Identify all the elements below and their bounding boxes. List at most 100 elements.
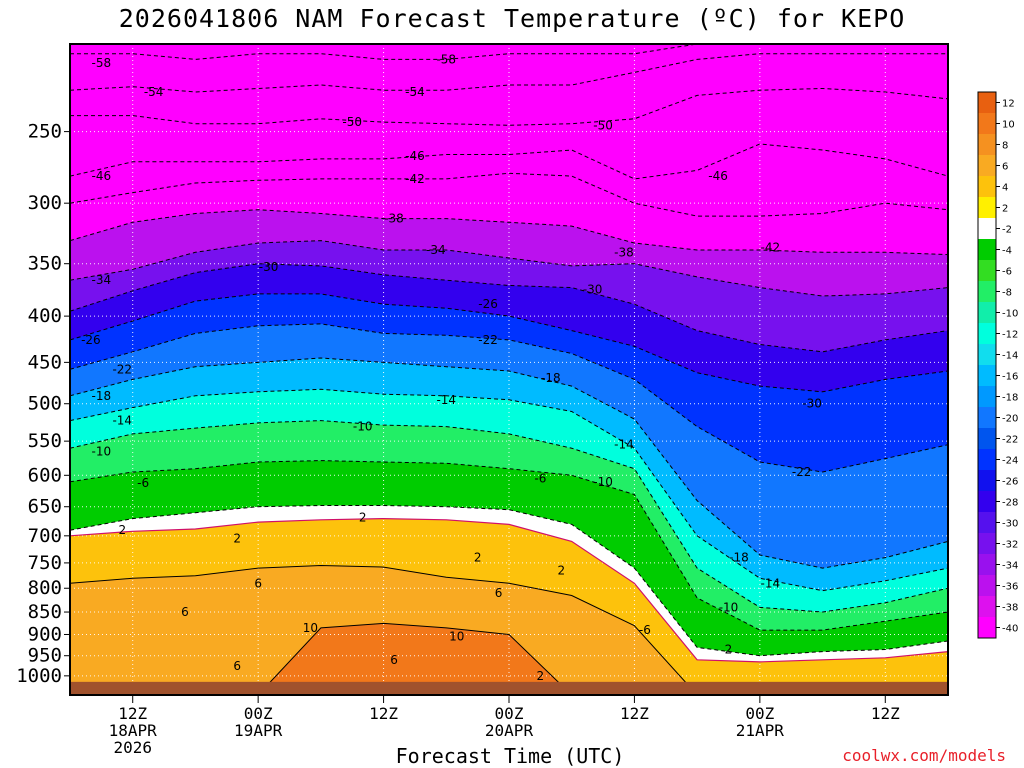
contour-label: -46: [708, 169, 728, 183]
x-tick-label: 00Z: [745, 704, 774, 723]
colorbar-label: -30: [1002, 519, 1018, 530]
y-tick-label: 1000: [16, 665, 62, 687]
contour-label: -54: [405, 85, 425, 99]
x-tick-label: 00Z: [495, 704, 524, 723]
x-tick-label: 19APR: [234, 721, 283, 740]
contour-label: -58: [436, 52, 456, 66]
colorbar-label: -2: [1002, 225, 1012, 236]
colorbar-swatch: [978, 449, 996, 470]
contour-label: 2: [725, 642, 733, 656]
colorbar-swatch: [978, 491, 996, 512]
contour-label: -42: [761, 241, 781, 255]
colorbar-swatch: [978, 323, 996, 344]
y-tick-label: 800: [28, 577, 62, 599]
colorbar-border: [977, 91, 997, 639]
contour-label: 6: [254, 576, 262, 590]
contour-label: -50: [342, 115, 362, 129]
colorbar-swatch: [978, 596, 996, 617]
contour-label: -30: [259, 260, 279, 274]
colorbar-swatch: [978, 428, 996, 449]
contour-label: 2: [233, 532, 241, 546]
contour-label: -14: [761, 576, 781, 590]
contour-label: -10: [719, 600, 739, 614]
contour-lines: [70, 44, 948, 695]
contour-label: -38: [384, 212, 404, 226]
colorbar-swatch: [978, 512, 996, 533]
colorbar-label: -10: [1002, 309, 1018, 320]
colorbar-swatch: [978, 533, 996, 554]
x-tick-label: 12Z: [369, 704, 398, 723]
isotherm-line: [70, 240, 948, 297]
colorbar-label: -28: [1002, 498, 1018, 509]
colorbar-label: -18: [1002, 393, 1018, 404]
colorbar-swatch: [978, 239, 996, 260]
contour-label: -18: [541, 371, 561, 385]
contour-label: 2: [474, 551, 482, 565]
y-tick-label: 400: [28, 305, 62, 327]
colorbar-swatch: [978, 344, 996, 365]
contour-label: -34: [92, 273, 112, 287]
y-tick-label: 550: [28, 430, 62, 452]
y-tick-label: 600: [28, 464, 62, 486]
contour-label: -22: [112, 362, 132, 376]
terrain-ground: [70, 681, 948, 695]
chart-title: 2026041806 NAM Forecast Temperature (ºC)…: [118, 4, 906, 33]
colorbar-swatch: [978, 176, 996, 197]
contour-label: -30: [802, 397, 822, 411]
isotherm-line: [70, 172, 948, 217]
isotherm-line: [70, 293, 948, 393]
contour-label: -6: [639, 623, 651, 637]
contour-label: -34: [426, 243, 446, 257]
contour-label: -10: [353, 420, 373, 434]
colorbar-label: -26: [1002, 477, 1018, 488]
contour-label: -18: [729, 551, 749, 565]
y-tick-label: 500: [28, 393, 62, 415]
y-tick-label: 850: [28, 601, 62, 623]
isotherm-line: [70, 53, 948, 93]
x-tick-label: 18APR: [109, 721, 158, 740]
colorbar-label: -12: [1002, 330, 1018, 341]
x-tick-label: 21APR: [736, 721, 785, 740]
y-tick-label: 700: [28, 525, 62, 547]
colorbar-swatch: [978, 365, 996, 386]
grid-lines: [70, 44, 948, 695]
colorbar-label: 6: [1002, 162, 1008, 173]
colorbar-label: 12: [1002, 99, 1015, 110]
temperature-band: [70, 623, 948, 695]
colorbar-label: -14: [1002, 351, 1018, 362]
y-tick-label: 250: [28, 121, 62, 143]
colorbar-swatch: [978, 575, 996, 596]
colorbar-swatch: [978, 554, 996, 575]
contour-label: -14: [112, 414, 132, 428]
colorbar-label: -24: [1002, 456, 1018, 467]
colorbar-label: -16: [1002, 372, 1018, 383]
x-tick-label: 2026: [113, 738, 152, 757]
contour-label: 10: [303, 621, 318, 635]
isotherm-line: [70, 388, 948, 592]
isotherm-line: [70, 564, 948, 695]
contour-label: -46: [405, 149, 425, 163]
contour-label: -14: [614, 438, 634, 452]
contour-label: 2: [537, 669, 545, 683]
contour-label: -26: [81, 333, 101, 347]
colorbar-label: 8: [1002, 141, 1008, 152]
contour-label: 6: [181, 605, 189, 619]
isotherm-line: [70, 505, 948, 657]
colorbar-swatch: [978, 260, 996, 281]
x-tick-label: 12Z: [118, 704, 147, 723]
colorbar-swatch: [978, 197, 996, 218]
colorbar-label: -32: [1002, 540, 1018, 551]
x-tick-label: 12Z: [871, 704, 900, 723]
isotherm-line: [70, 460, 948, 631]
contour-labels: -58 -58 -54 -54 -50 -50 -46 -46 -46 -42 -42 -38 -38 -…: [81, 52, 822, 683]
y-tick-label: 900: [28, 623, 62, 645]
contour-label: -54: [144, 85, 164, 99]
y-axis: 2503003504004505005506006507007508008509…: [16, 121, 70, 687]
colorbar-swatch: [978, 113, 996, 134]
isotherm-line: [70, 517, 948, 663]
colorbar-swatch: [978, 281, 996, 302]
isotherm-line: [70, 420, 948, 613]
contour-label: 2: [557, 564, 565, 578]
